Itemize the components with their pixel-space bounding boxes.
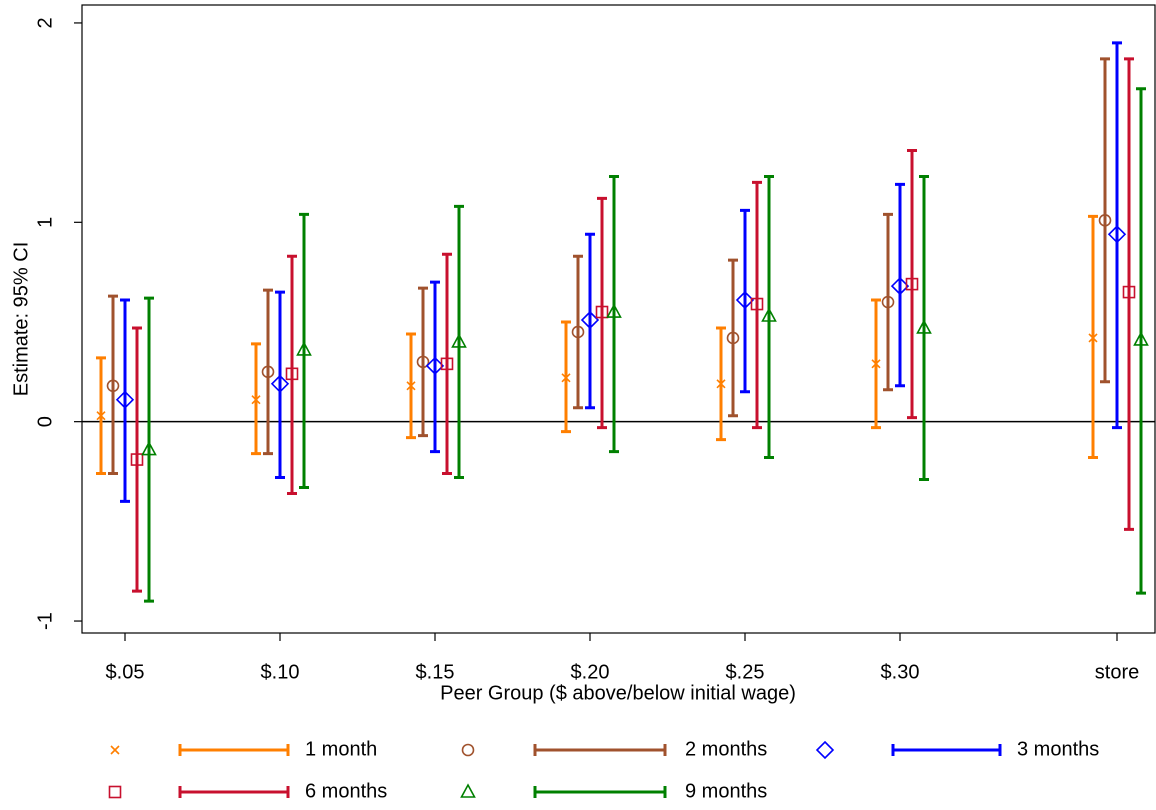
marker: [110, 745, 120, 755]
marker: [580, 310, 600, 330]
legend-label: 9 months: [685, 780, 767, 802]
marker: [815, 740, 835, 760]
y-tick-label: 2: [34, 17, 56, 28]
error-bar: [740, 208, 750, 394]
legend-label: 3 months: [1017, 738, 1099, 760]
error-bar: [418, 286, 428, 438]
legend-line: [178, 744, 290, 756]
error-bar: [299, 212, 309, 489]
error-bar: [442, 252, 452, 476]
error-bar: [764, 174, 774, 460]
legend-label: 6 months: [305, 780, 387, 802]
error-bar: [883, 212, 893, 392]
marker: [141, 440, 157, 456]
error-bar: [120, 298, 130, 503]
error-bar: [108, 294, 118, 476]
marker: [1107, 225, 1127, 244]
error-bar: [1124, 57, 1134, 531]
error-bar: [597, 196, 607, 430]
legend-line: [533, 786, 667, 798]
marker: [406, 381, 416, 391]
error-bar: [132, 326, 142, 593]
marker: [561, 373, 571, 383]
marker: [1122, 285, 1136, 299]
marker: [881, 295, 895, 309]
error-bar: [287, 254, 297, 495]
plot-frame: [81, 4, 1156, 634]
x-tick-label: $.15: [416, 661, 455, 683]
marker: [571, 325, 585, 339]
error-bar: [895, 182, 905, 388]
marker: [425, 356, 445, 375]
marker: [461, 743, 475, 757]
x-tick-label: $.10: [261, 661, 300, 683]
marker: [726, 331, 740, 345]
marker: [606, 303, 622, 318]
marker: [595, 305, 609, 319]
marker: [451, 333, 467, 348]
marker: [251, 395, 261, 405]
y-tick-label: -1: [34, 612, 56, 630]
marker: [735, 290, 755, 310]
marker: [716, 379, 726, 389]
legend-line: [178, 786, 290, 798]
marker: [871, 359, 881, 369]
x-tick-label: $.25: [726, 661, 765, 683]
marker: [270, 374, 290, 393]
x-axis-label: Peer Group ($ above/below initial wage): [440, 682, 796, 704]
error-bar: [919, 174, 929, 481]
marker: [1098, 214, 1112, 227]
error-bar: [609, 174, 619, 454]
error-bar: [454, 204, 464, 479]
marker: [261, 365, 275, 379]
legend-label: 2 months: [685, 738, 767, 760]
marker: [108, 785, 122, 799]
legend-line: [533, 744, 667, 756]
marker: [890, 276, 910, 296]
marker: [1133, 331, 1149, 346]
error-bar: [752, 180, 762, 430]
x-tick-label: $.30: [881, 661, 920, 683]
x-tick-label: $.05: [106, 661, 145, 683]
legend-line: [891, 744, 1002, 756]
error-bar: [1136, 87, 1146, 595]
marker: [460, 783, 476, 798]
marker: [115, 390, 135, 409]
x-tick-label: $.20: [571, 661, 610, 683]
error-bar: [585, 232, 595, 410]
error-bar: [144, 296, 154, 603]
error-bar: [1100, 57, 1110, 384]
x-tick-label: store: [1095, 661, 1139, 683]
error-bar: [573, 254, 583, 410]
marker: [96, 411, 106, 421]
marker: [296, 341, 312, 356]
error-bar: [728, 258, 738, 418]
error-bar: [430, 280, 440, 454]
marker: [916, 319, 932, 334]
marker: [106, 379, 120, 393]
y-axis-label: Estimate: 95% CI: [10, 242, 32, 397]
marker: [905, 277, 919, 291]
marker: [750, 297, 764, 311]
y-tick-label: 1: [34, 217, 56, 228]
marker: [761, 307, 777, 322]
error-bar: [1112, 41, 1122, 430]
marker: [440, 357, 454, 371]
legend-label: 1 month: [305, 738, 377, 760]
error-bar: [263, 288, 273, 456]
marker: [416, 355, 430, 369]
error-bar: [275, 290, 285, 479]
y-tick-label: 0: [34, 416, 56, 427]
error-bar: [907, 149, 917, 420]
marker: [130, 453, 144, 466]
marker: [285, 367, 299, 381]
marker: [1088, 333, 1098, 343]
